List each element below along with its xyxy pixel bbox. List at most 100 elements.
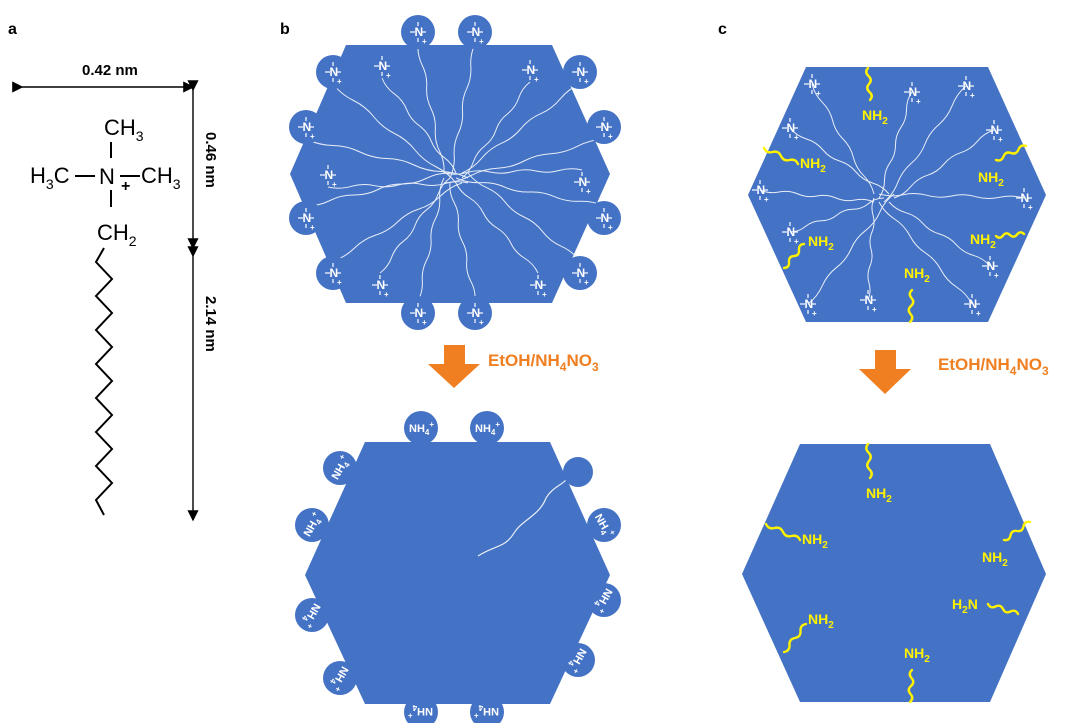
quat-charge-label: +: [976, 309, 981, 318]
quat-charge-label: +: [764, 195, 769, 204]
amine-chain: [907, 668, 915, 704]
surfactant-tail: [878, 193, 1025, 199]
panel-label-a: a: [8, 21, 17, 38]
quat-charge-label: +: [586, 187, 591, 196]
quat-nitrogen-label: N: [330, 65, 339, 79]
quat-nitrogen-label: N: [577, 65, 586, 79]
ammonium-site: NH4+: [323, 661, 357, 695]
amine-chain: [907, 288, 915, 324]
quat-nitrogen-label: N: [325, 168, 334, 182]
surfactant-tail: [449, 43, 476, 179]
amine-label: NH2: [808, 233, 834, 253]
surfactant-tail: [883, 85, 967, 203]
surfactant-tail: [443, 168, 583, 175]
ammonium-site: NH4+: [323, 451, 357, 485]
ammonium-site: NH4+: [295, 598, 329, 632]
quat-nitrogen-label: N: [377, 278, 386, 292]
quat-nitrogen-label: N: [787, 121, 796, 135]
quat-charge-label: +: [872, 305, 877, 314]
ctab-headgroup: N+: [860, 290, 877, 314]
quat-charge-label: +: [384, 290, 389, 299]
quat-charge-label: +: [584, 278, 589, 287]
methyl-right: CH3: [141, 163, 181, 192]
surfactant-tail: [417, 43, 445, 174]
quat-nitrogen-label: N: [577, 266, 586, 280]
quat-charge-label: +: [816, 89, 821, 98]
amine-label: NH2: [904, 265, 930, 285]
ctab-headgroup: N+: [800, 294, 817, 318]
amine-chain: [1002, 520, 1032, 542]
quat-charge-label: +: [534, 75, 539, 84]
ctab-headgroup: N+: [563, 55, 597, 89]
quat-nitrogen-label: N: [527, 63, 536, 77]
ammonium-label: NH4+: [409, 420, 434, 437]
ctab-headgroup: N+: [458, 296, 492, 330]
ctab-headgroup: N+: [958, 76, 975, 100]
amine-label: NH2: [808, 611, 834, 631]
surfactant-tail: [381, 77, 457, 174]
amine-label: NH2: [800, 155, 826, 175]
quat-charge-label: +: [812, 309, 817, 318]
ammonium-site: NH4+: [561, 643, 595, 677]
process-arrow-b: [428, 345, 480, 388]
alkyl-chain: [94, 247, 114, 516]
quat-nitrogen-label: N: [601, 120, 610, 134]
quat-charge-label: +: [608, 223, 613, 232]
quat-charge-label: +: [332, 180, 337, 189]
quat-nitrogen-label: N: [787, 225, 796, 239]
particle-hexagon: [742, 444, 1046, 702]
reagent-label-c: EtOH/NH4NO3: [938, 355, 1049, 378]
surfactant-tail: [759, 189, 875, 203]
amine-chain: [782, 242, 806, 270]
quat-charge-label: +: [584, 77, 589, 86]
ammonium-label: NH4+: [475, 420, 500, 437]
ctab-headgroup: N+: [964, 294, 981, 318]
ctab-headgroup: N+: [374, 56, 391, 80]
ctab-headgroup: N+: [316, 256, 350, 290]
amine-chain: [865, 442, 873, 480]
ammonium-label: NH4+: [408, 703, 433, 720]
surfactant-headgroups: N+N+N+N+N+N+N+N+N+N+N+N+N+ N+N+ N+N+N+: [289, 15, 621, 330]
ctab-headgroup: N+: [401, 296, 435, 330]
quat-nitrogen-label: N: [472, 306, 481, 320]
ctab-headgroup: N+: [804, 74, 821, 98]
residual-surfactant: [477, 457, 593, 557]
ctab-headgroup: N+: [782, 222, 799, 246]
ctab-headgroup: N+: [522, 60, 539, 84]
panel-a-molecule: 0.42 nm 0.46 nm 2.14 nm CH3 H3C N + CH3 …: [12, 62, 219, 522]
ctab-headgroup: N+: [530, 275, 547, 299]
quat-nitrogen-label: N: [535, 278, 544, 292]
amine-groups: NH2 NH2 NH2 H2N NH2 NH2: [764, 442, 1032, 704]
surfactant-tail: [467, 172, 581, 262]
quat-nitrogen-label: N: [330, 266, 339, 280]
head-dimension-label: 0.46 nm: [202, 132, 219, 188]
ammonium-site: NH4+: [295, 508, 329, 542]
surfactant-tail: [789, 197, 885, 233]
surfactant-tail: [893, 129, 995, 199]
surfactant-tail: [449, 182, 476, 302]
quat-charge-label: +: [916, 97, 921, 106]
quaternary-nitrogen: N: [99, 164, 115, 189]
amine-groups: NH2 NH2 NH2 NH2 NH2 NH2: [762, 66, 1028, 324]
amine-label: NH2: [904, 645, 930, 665]
ammonium-site: NH4+: [470, 411, 504, 445]
amine-label: NH2: [982, 549, 1008, 569]
particle-hexagon: [305, 442, 610, 704]
amine-label: NH2: [866, 485, 892, 505]
surfactant-tail: [461, 83, 581, 174]
width-dimension-label: 0.42 nm: [82, 62, 138, 79]
surfactant-tail: [811, 83, 875, 195]
panel-c-amine-particle: NH2 NH2 NH2 H2N NH2 NH2: [742, 442, 1046, 704]
surfactant-tail: [807, 193, 895, 305]
quat-charge-label: +: [608, 132, 613, 141]
quat-charge-label: +: [337, 278, 342, 287]
quat-charge-label: +: [386, 71, 391, 80]
surfactant-headgroups: N+ N+N+N+N+N+ N+N+N+N+N+ N+: [752, 74, 1033, 318]
quat-nitrogen-label: N: [303, 211, 312, 225]
ctab-headgroup: N+: [320, 165, 337, 189]
quat-nitrogen-label: N: [601, 211, 610, 225]
amine-label: NH2: [862, 107, 888, 127]
amine-label: H2N: [952, 596, 978, 616]
ctab-headgroup: N+: [1016, 188, 1033, 212]
